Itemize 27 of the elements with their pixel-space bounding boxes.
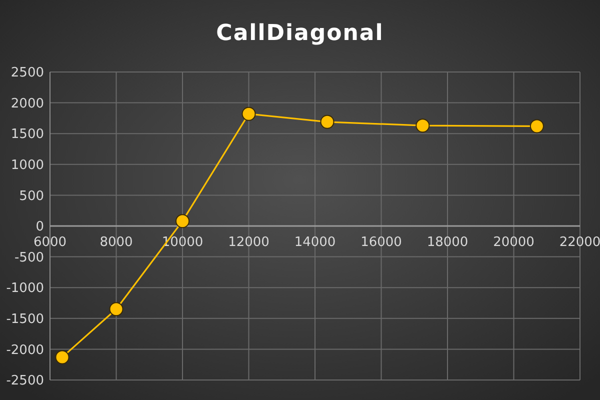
chart-title: CallDiagonal: [216, 21, 384, 46]
y-tick-label: 1500: [10, 127, 44, 142]
y-tick-label: -2000: [6, 342, 44, 358]
point: [176, 214, 190, 228]
x-tick-label: 16000: [360, 235, 402, 250]
y-tick-label: 500: [19, 188, 44, 204]
y-tick-label: 1000: [10, 158, 44, 173]
y-tick-label: 2500: [10, 66, 44, 81]
y-tick-label: -2500: [6, 374, 44, 389]
point: [530, 119, 544, 134]
x-tick-label: 20000: [493, 235, 534, 250]
y-tick-label: -1000: [6, 281, 44, 296]
point: [242, 106, 256, 121]
point: [320, 114, 334, 129]
y-tick-label: -500: [14, 250, 44, 266]
point: [55, 350, 70, 364]
y-tick-label: 2000: [10, 96, 44, 112]
x-tick-label: 22000: [559, 235, 600, 250]
x-tick-label: 8000: [100, 235, 133, 250]
y-tick-label: 0: [36, 220, 44, 235]
x-tick-label: 14000: [294, 235, 336, 250]
x-tick-label: 18000: [426, 235, 468, 250]
x-tick-label: 6000: [33, 235, 67, 250]
point: [109, 302, 124, 316]
x-tick-label: 12000: [228, 235, 270, 250]
y-tick-label: -1500: [6, 312, 44, 327]
point: [416, 118, 430, 133]
